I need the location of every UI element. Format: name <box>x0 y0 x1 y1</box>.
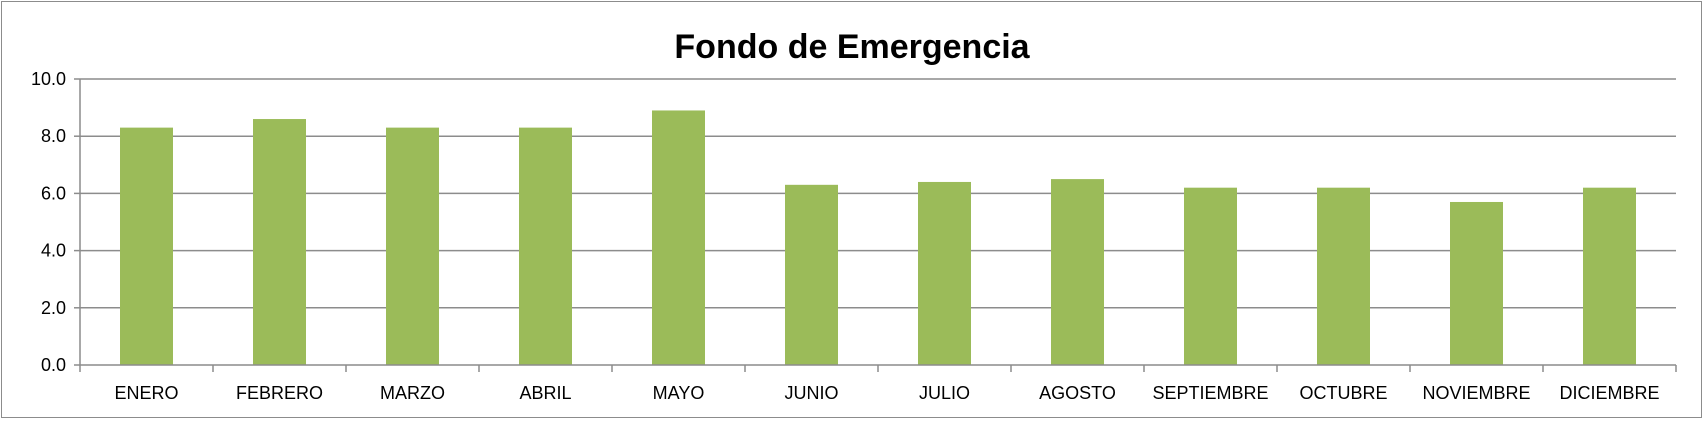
x-tick-label: FEBRERO <box>236 383 323 403</box>
x-tick-label: SEPTIEMBRE <box>1152 383 1268 403</box>
x-tick-label: JUNIO <box>785 383 839 403</box>
bar <box>1450 201 1503 365</box>
x-tick-label: MAYO <box>653 383 705 403</box>
x-tick-label: ENERO <box>114 383 178 403</box>
y-tick-label: 2.0 <box>41 298 66 318</box>
bar <box>519 127 572 366</box>
x-tick-label: ABRIL <box>519 383 571 403</box>
axes <box>74 78 1677 372</box>
x-tick-labels: ENERO FEBRERO MARZO ABRIL MAYO JUNIO JULIO AGOS… <box>114 383 1659 403</box>
y-tick-label: 8.0 <box>41 126 66 146</box>
bar <box>1051 179 1104 365</box>
bar <box>1184 187 1237 365</box>
x-tick-label: AGOSTO <box>1039 383 1116 403</box>
bar <box>120 127 173 366</box>
bar <box>386 127 439 366</box>
x-tick-label: DICIEMBRE <box>1559 383 1659 403</box>
bar <box>253 119 306 365</box>
x-tick-label: JULIO <box>919 383 970 403</box>
y-tick-label: 4.0 <box>41 241 66 261</box>
x-tick-label: MARZO <box>380 383 445 403</box>
bar <box>918 181 971 365</box>
bar <box>1317 187 1370 365</box>
chart-title: Fondo de Emergencia <box>674 28 1030 66</box>
bar <box>785 184 838 365</box>
x-tick-label: NOVIEMBRE <box>1422 383 1530 403</box>
bar <box>1583 187 1636 365</box>
y-tick-labels: 0.0 2.0 4.0 6.0 8.0 10.0 <box>31 69 66 375</box>
bars <box>120 110 1636 366</box>
y-tick-label: 10.0 <box>31 69 66 89</box>
y-tick-label: 0.0 <box>41 355 66 375</box>
gridlines <box>80 78 1676 309</box>
y-tick-label: 6.0 <box>41 183 66 203</box>
x-tick-label: OCTUBRE <box>1299 383 1387 403</box>
bar <box>652 110 705 366</box>
